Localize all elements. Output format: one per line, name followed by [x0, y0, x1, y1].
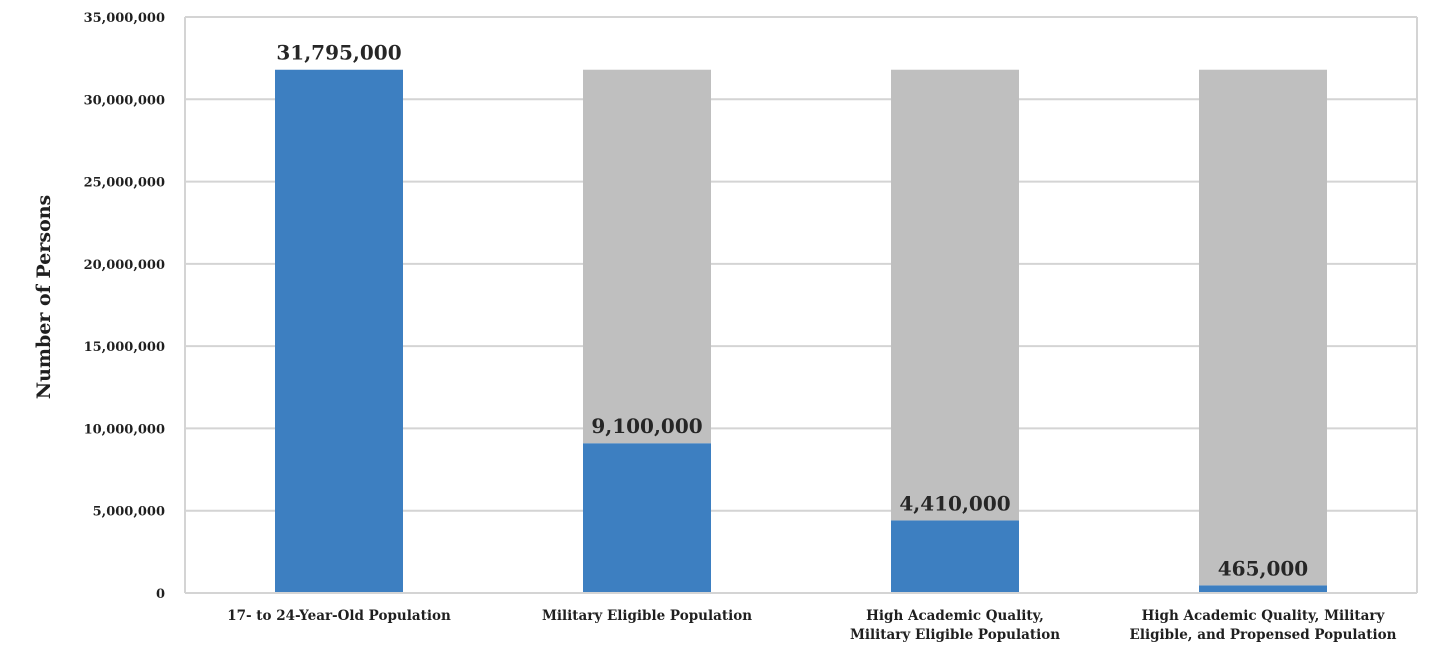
- x-category-label: Military Eligible Population: [542, 608, 752, 624]
- data-label: 465,000: [1218, 556, 1308, 580]
- y-tick-labels: 0 5,000,000 10,000,000 15,000,000 20,000,000…: [84, 11, 165, 602]
- bar-value: [891, 520, 1019, 593]
- axes: [184, 17, 1418, 594]
- y-tick-label: 25,000,000: [84, 176, 165, 191]
- y-tick-label: 30,000,000: [84, 93, 165, 108]
- x-category-label: 17- to 24-Year-Old Population: [227, 608, 451, 624]
- x-category-label: Eligible, and Propensed Population: [1130, 627, 1397, 643]
- data-labels: 31,795,000 9,100,000 4,410,000 465,000: [276, 41, 1308, 581]
- bars: [275, 69, 1327, 594]
- bar-remainder: [1199, 69, 1327, 586]
- y-tick-label: 5,000,000: [93, 505, 165, 520]
- y-axis-label: Number of Persons: [33, 195, 55, 400]
- bar-remainder: [891, 69, 1019, 521]
- y-tick-label: 35,000,000: [84, 11, 165, 26]
- y-tick-label: 20,000,000: [84, 258, 165, 273]
- data-label: 31,795,000: [276, 41, 401, 65]
- x-category-label: High Academic Quality, Military: [1142, 608, 1386, 624]
- bar-value: [1199, 585, 1327, 593]
- x-category-label: Military Eligible Population: [850, 627, 1060, 643]
- bar-value: [275, 69, 403, 594]
- bar-value: [583, 443, 711, 593]
- x-category-label: High Academic Quality,: [866, 608, 1044, 624]
- x-category-labels: 17- to 24-Year-Old Population Military El…: [227, 608, 1396, 643]
- data-label: 9,100,000: [591, 414, 702, 438]
- y-tick-label: 0: [156, 587, 165, 602]
- y-tick-label: 15,000,000: [84, 340, 165, 355]
- y-tick-label: 10,000,000: [84, 422, 165, 437]
- data-label: 4,410,000: [899, 491, 1010, 515]
- bar-remainder: [583, 69, 711, 444]
